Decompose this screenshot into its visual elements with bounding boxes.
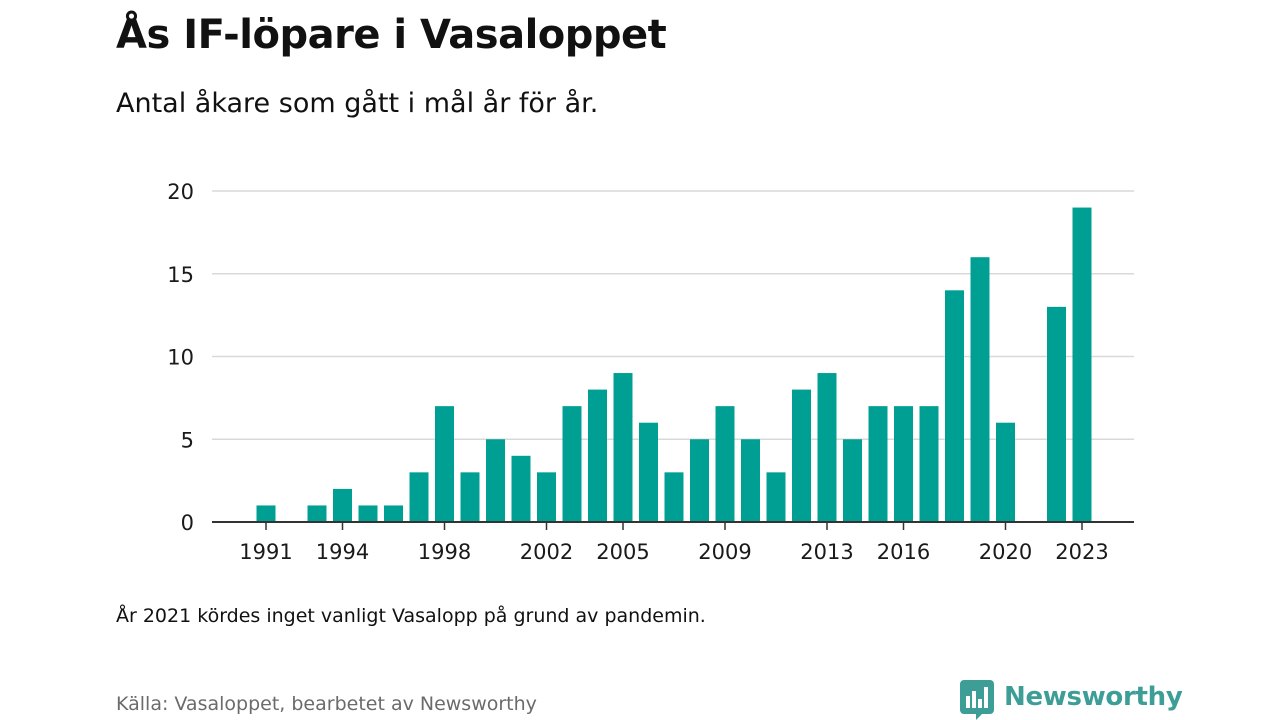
x-tick-label: 2023 <box>1055 540 1108 564</box>
y-axis-ticks: 0 5 10 15 20 <box>167 180 194 535</box>
x-tick-label: 2009 <box>698 540 751 564</box>
chart-title: Ås IF-löpare i Vasaloppet <box>116 12 667 58</box>
x-tick-label: 2020 <box>979 540 1032 564</box>
newsworthy-logo-icon <box>960 680 994 720</box>
bar-2008[interactable] <box>690 439 709 522</box>
newsworthy-logo[interactable]: Newsworthy <box>960 680 1183 720</box>
bar-2014[interactable] <box>843 439 862 522</box>
bar-2006[interactable] <box>639 422 658 522</box>
y-tick-label: 10 <box>167 346 194 370</box>
bar-chart: 0 5 10 15 20 1991 1994 1998 2002 2005 2009 2013 201… <box>167 180 1134 564</box>
y-tick-label: 0 <box>181 511 194 535</box>
y-tick-label: 20 <box>167 180 194 204</box>
x-tick-label: 1994 <box>316 540 369 564</box>
x-tick-label: 1991 <box>239 540 292 564</box>
bar-1993[interactable] <box>307 505 327 522</box>
x-tick-label: 1998 <box>418 540 471 564</box>
bar-2007[interactable] <box>664 472 684 522</box>
bar-2015[interactable] <box>868 406 888 522</box>
footnote: År 2021 kördes inget vanligt Vasalopp på… <box>116 605 706 627</box>
x-tick-label: 2013 <box>800 540 853 564</box>
x-axis-ticks: 1991 1994 1998 2002 2005 2009 2013 2016 2020 2023 <box>239 522 1109 564</box>
x-tick-label: 2016 <box>877 540 930 564</box>
gridlines <box>212 190 1134 440</box>
bar-2004[interactable] <box>588 389 607 522</box>
bar-1991[interactable] <box>256 505 276 522</box>
bar-2018[interactable] <box>945 290 964 522</box>
x-tick-label: 2005 <box>596 540 649 564</box>
bar-2022[interactable] <box>1047 306 1066 522</box>
bar-1996[interactable] <box>384 505 403 522</box>
bar-1999[interactable] <box>460 472 480 522</box>
bar-2016[interactable] <box>894 406 913 522</box>
bar-2005[interactable] <box>613 373 633 522</box>
bar-1995[interactable] <box>358 505 378 522</box>
bar-2002[interactable] <box>537 472 556 522</box>
bar-2017[interactable] <box>919 406 939 522</box>
bar-2019[interactable] <box>970 257 990 522</box>
bar-1994[interactable] <box>333 488 352 522</box>
x-tick-label: 2002 <box>520 540 573 564</box>
bar-2020[interactable] <box>996 422 1015 522</box>
bar-2010[interactable] <box>741 439 760 522</box>
chart-subtitle: Antal åkare som gått i mål år för år. <box>116 88 599 119</box>
bar-1997[interactable] <box>409 472 429 522</box>
bar-2001[interactable] <box>511 455 531 522</box>
y-tick-label: 5 <box>181 428 194 452</box>
bar-1998[interactable] <box>435 406 454 522</box>
newsworthy-logo-text: Newsworthy <box>1004 682 1183 712</box>
y-tick-label: 15 <box>167 263 194 287</box>
bar-2009[interactable] <box>715 406 735 522</box>
bar-2023[interactable] <box>1072 207 1092 523</box>
source-text: Källa: Vasaloppet, bearbetet av Newswort… <box>116 693 537 715</box>
bar-2003[interactable] <box>562 406 582 522</box>
bars <box>256 207 1092 523</box>
bar-2000[interactable] <box>486 439 505 522</box>
bar-2012[interactable] <box>792 389 811 522</box>
bar-2013[interactable] <box>817 373 837 522</box>
bar-2011[interactable] <box>766 472 786 522</box>
